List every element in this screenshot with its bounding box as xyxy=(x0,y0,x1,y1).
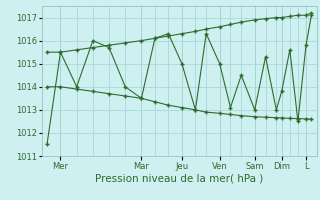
X-axis label: Pression niveau de la mer( hPa ): Pression niveau de la mer( hPa ) xyxy=(95,173,263,183)
